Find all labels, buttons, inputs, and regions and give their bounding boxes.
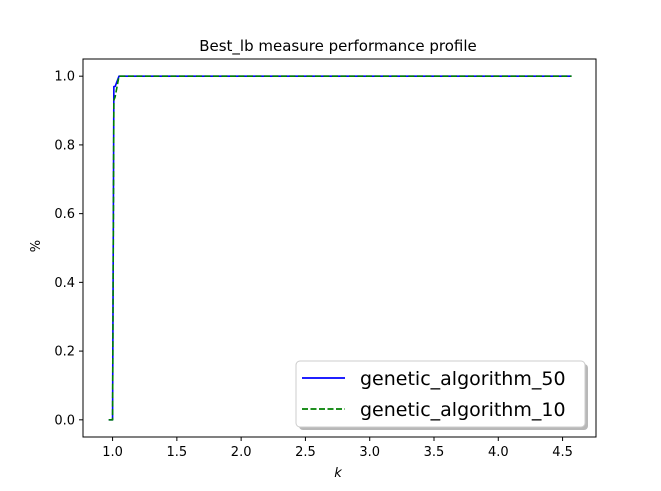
- y-axis-label: %: [29, 240, 44, 252]
- plot-area: 1.0 1.5 2.0 2.5 3.0 3.5 4.0 4.5 0.0 0.2 0.4 0.6 0.8 1…: [54, 58, 597, 460]
- legend-label-genetic-algorithm-50: genetic_algorithm_50: [360, 368, 566, 390]
- x-tick-label: 1.5: [167, 445, 188, 460]
- x-tick-label: 2.5: [295, 445, 316, 460]
- y-tick-label: 1.0: [54, 70, 75, 85]
- y-tick-label: 0.0: [54, 413, 75, 428]
- y-tick-label: 0.2: [54, 345, 75, 360]
- legend-label-genetic-algorithm-10: genetic_algorithm_10: [360, 399, 566, 421]
- y-tick-label: 0.8: [54, 138, 75, 153]
- legend-box: [295, 360, 586, 428]
- chart-title: Best_lb measure performance profile: [199, 37, 477, 56]
- chart-legend: genetic_algorithm_50 genetic_algorithm_10: [295, 360, 588, 430]
- x-tick-label: 1.0: [102, 445, 123, 460]
- y-tick-label: 0.6: [54, 207, 75, 222]
- series-line-genetic-algorithm-10: [108, 75, 572, 421]
- y-tick-label: 0.4: [54, 276, 75, 291]
- x-tick-label: 3.0: [359, 445, 380, 460]
- x-axis-label: k: [334, 466, 342, 481]
- x-tick-label: 4.5: [552, 445, 573, 460]
- x-tick-label: 3.5: [424, 445, 445, 460]
- x-tick-label: 2.0: [231, 445, 252, 460]
- plot-frame: [82, 58, 597, 438]
- x-tick-label: 4.0: [488, 445, 509, 460]
